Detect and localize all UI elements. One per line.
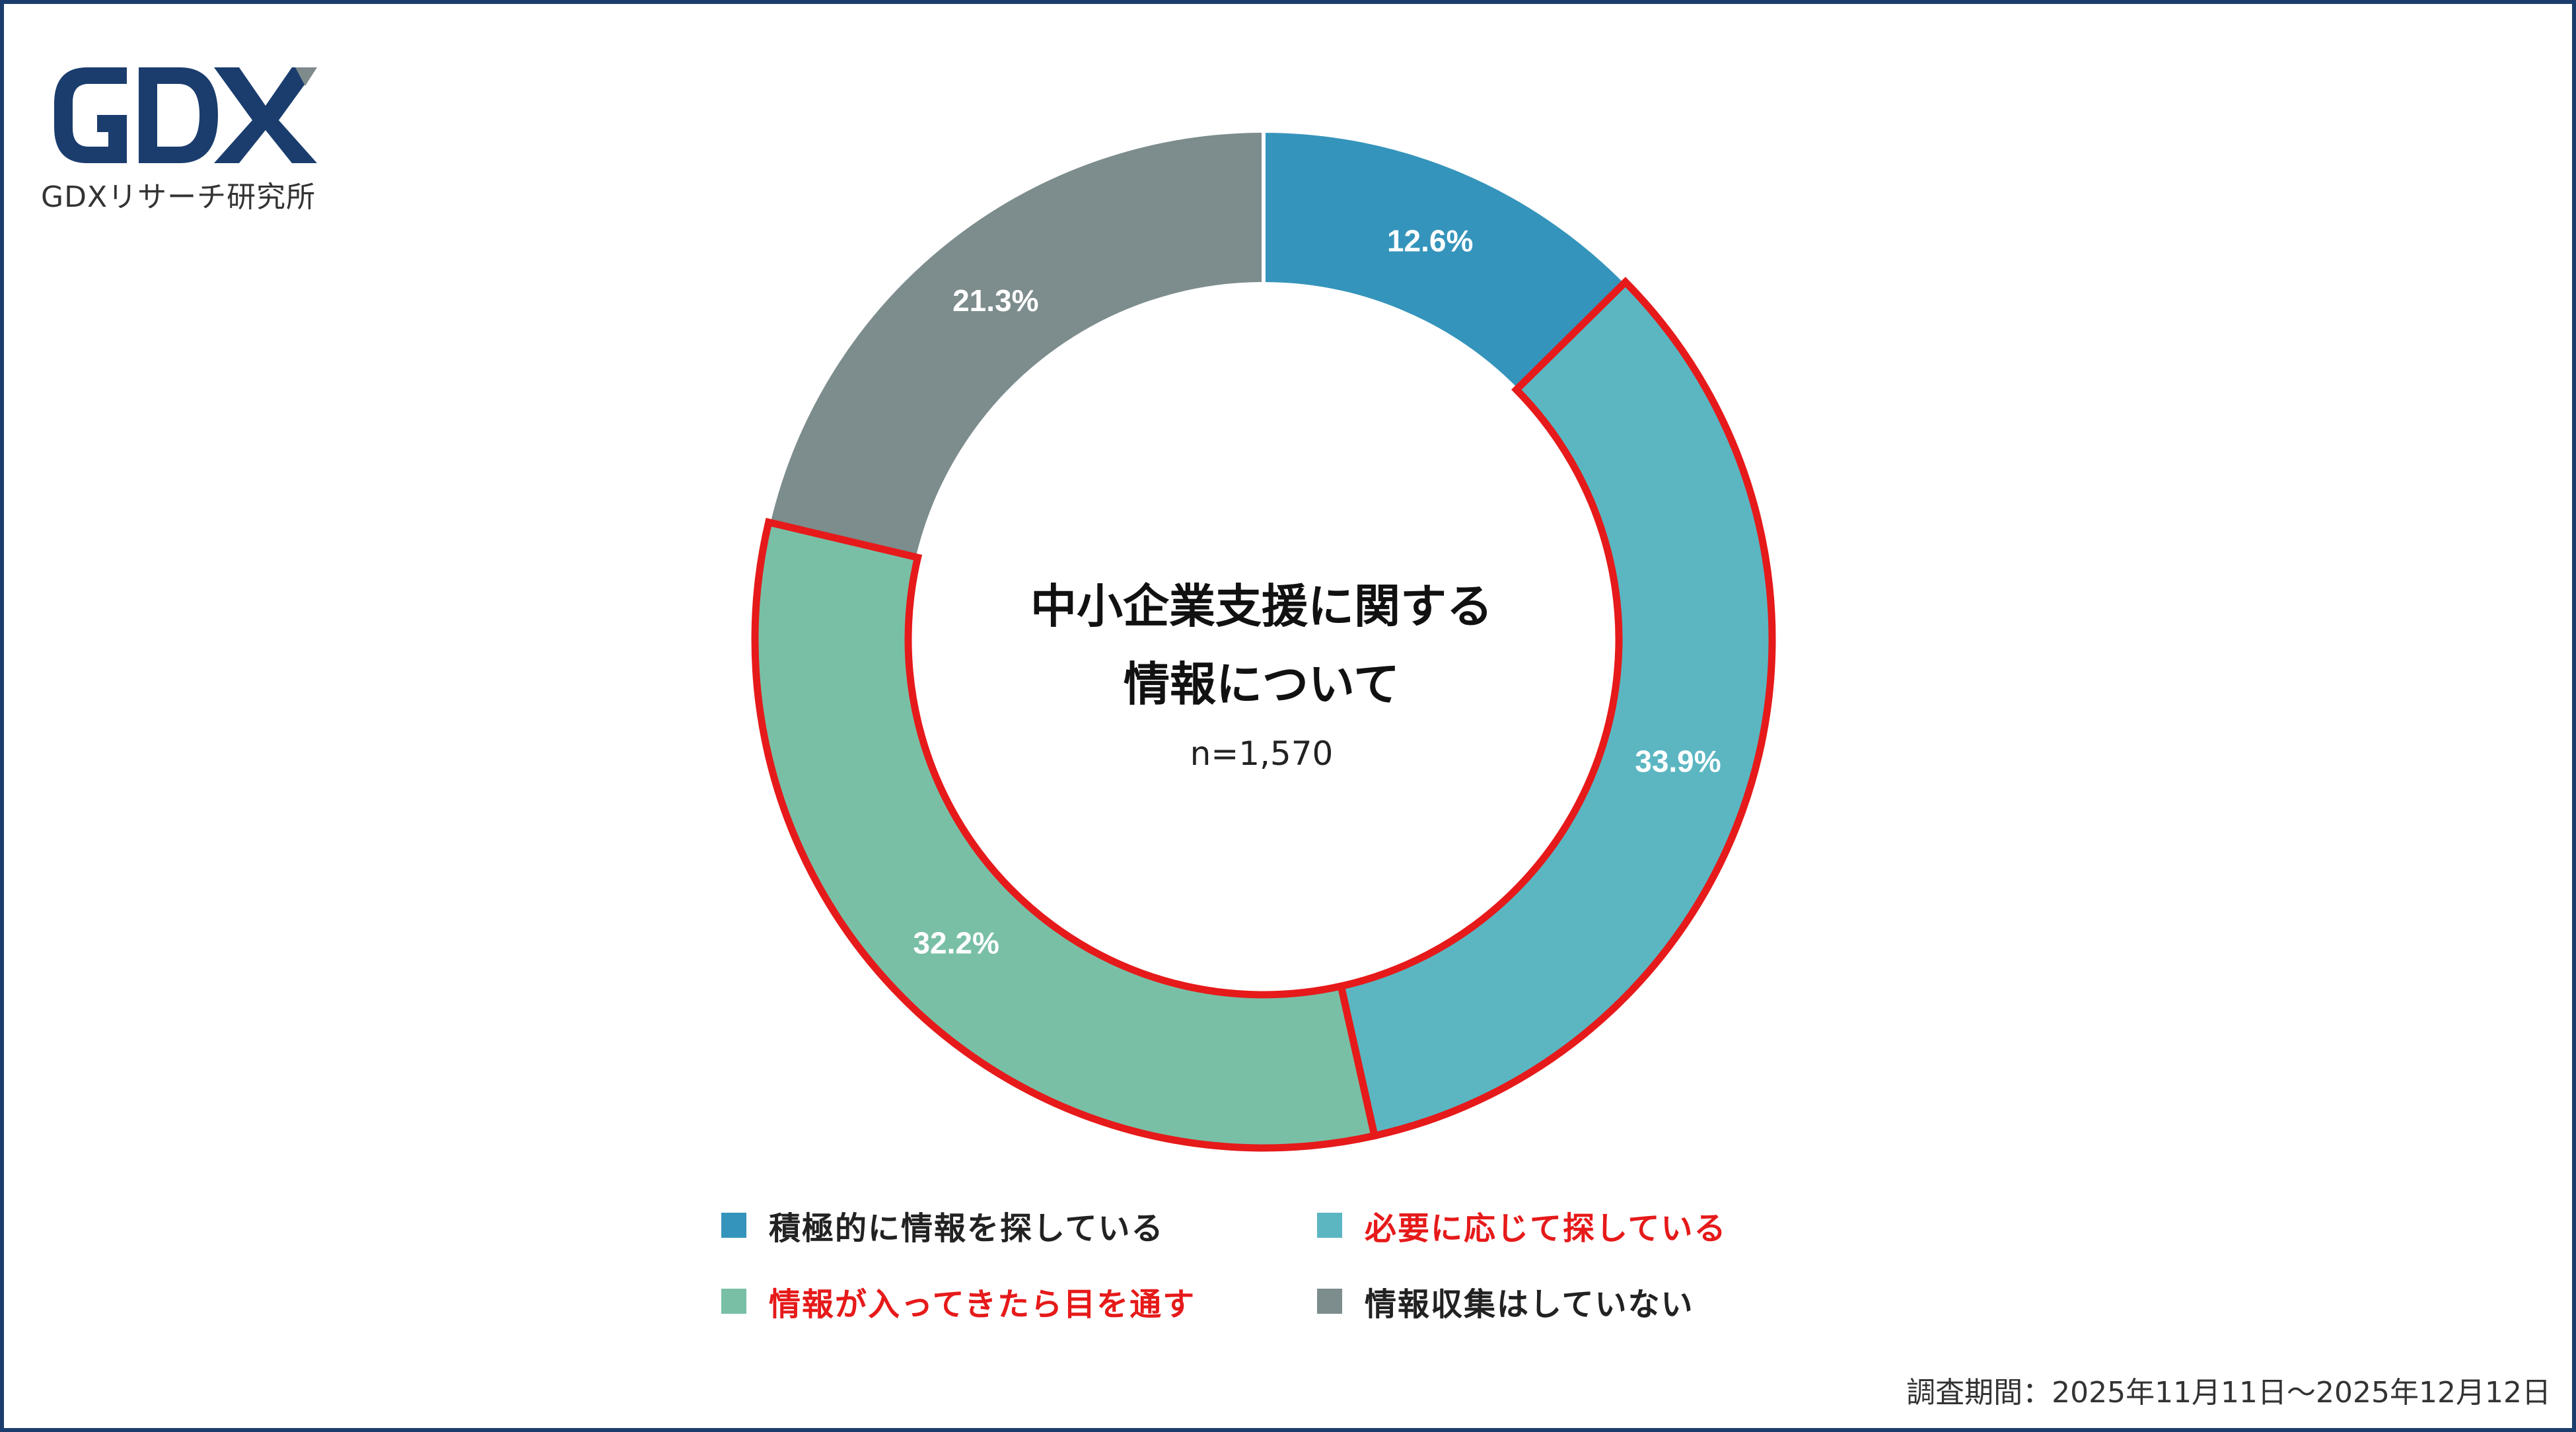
legend-swatch xyxy=(1317,1213,1342,1238)
legend-label: 積極的に情報を探している xyxy=(769,1210,1164,1247)
legend-swatch xyxy=(1317,1289,1342,1314)
chart-title-line-1: 中小企業支援に関する xyxy=(1030,579,1493,633)
highlight-outline-slice-3 xyxy=(751,517,1379,1152)
legend-swatch xyxy=(721,1289,746,1314)
chart-title-line-2: 情報について xyxy=(1124,657,1400,711)
sample-size: n=1,570 xyxy=(1190,734,1334,773)
survey-period: 調査期間：2025年11月11日～2025年12月12日 xyxy=(1906,1376,2551,1410)
legend-item-active-search: 積極的に情報を探している xyxy=(721,1202,1164,1248)
logo-letter-d xyxy=(139,67,218,163)
legend-label: 情報収集はしていない xyxy=(1365,1286,1694,1323)
gdx-logo xyxy=(54,67,317,163)
logo-letter-x xyxy=(214,67,317,163)
highlight-outline xyxy=(751,277,1776,1152)
donut-slice-4 xyxy=(766,128,1266,560)
logo-accent xyxy=(295,67,317,86)
logo-letter-g xyxy=(54,67,127,163)
logo-subtitle: GDXリサーチ研究所 xyxy=(41,180,316,214)
highlight-outline-slice-2 xyxy=(1336,277,1776,1141)
legend-item-no-collection: 情報収集はしていない xyxy=(1317,1278,1694,1324)
legend-label: 必要に応じて探している xyxy=(1365,1210,1727,1247)
value-labels: 12.6% 33.9% 32.2% 21.3% xyxy=(913,224,1721,960)
value-label-2: 33.9% xyxy=(1635,744,1721,778)
legend-item-read-when-received: 情報が入ってきたら目を通す xyxy=(721,1278,1196,1324)
value-label-1: 12.6% xyxy=(1387,224,1473,258)
legend-item-search-as-needed: 必要に応じて探している xyxy=(1317,1202,1727,1248)
value-label-4: 21.3% xyxy=(952,283,1038,318)
value-label-3: 32.2% xyxy=(913,926,999,960)
legend-label: 情報が入ってきたら目を通す xyxy=(769,1286,1196,1323)
legend-swatch xyxy=(721,1213,746,1238)
